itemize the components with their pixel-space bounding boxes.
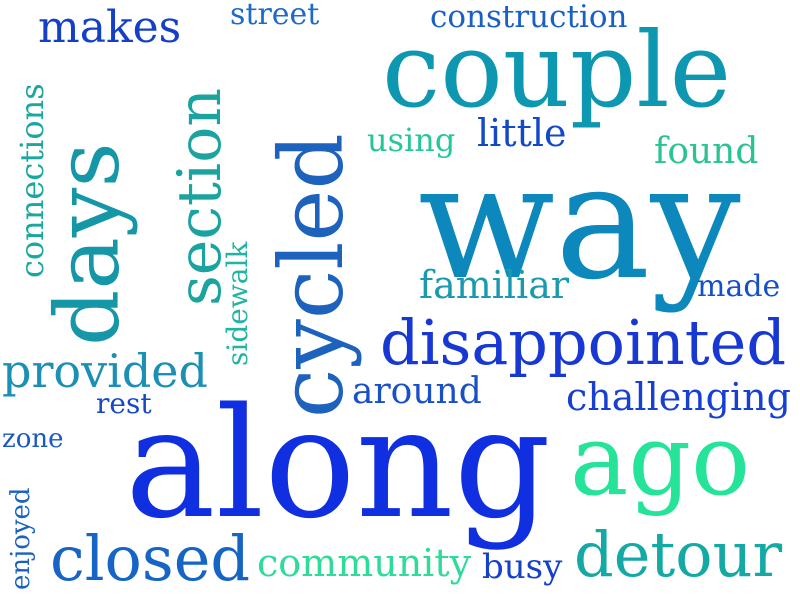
- word-using: using: [367, 121, 456, 159]
- word-couple: couple: [382, 9, 732, 131]
- word-sidewalk: sidewalk: [221, 241, 254, 366]
- word-disappointed: disappointed: [380, 306, 787, 379]
- word-ago: ago: [570, 404, 751, 518]
- word-street: street: [230, 0, 320, 32]
- word-makes: makes: [38, 2, 182, 53]
- word-familiar: familiar: [419, 263, 570, 307]
- word-little: little: [477, 111, 567, 155]
- word-enjoyed: enjoyed: [6, 487, 36, 590]
- word-rest: rest: [96, 387, 152, 420]
- word-zone: zone: [2, 424, 64, 454]
- word-challenging: challenging: [566, 375, 791, 419]
- word-busy: busy: [482, 547, 563, 587]
- word-around: around: [352, 371, 482, 412]
- word-way: way: [418, 128, 741, 315]
- word-community: community: [257, 541, 472, 585]
- word-closed: closed: [50, 522, 251, 595]
- word-made: made: [697, 269, 781, 304]
- word-provided: provided: [2, 344, 208, 398]
- word-detour: detour: [574, 518, 783, 591]
- word-along: along: [125, 375, 551, 552]
- word-construction: construction: [430, 0, 628, 35]
- word-found: found: [654, 131, 759, 172]
- word-days: days: [36, 142, 139, 346]
